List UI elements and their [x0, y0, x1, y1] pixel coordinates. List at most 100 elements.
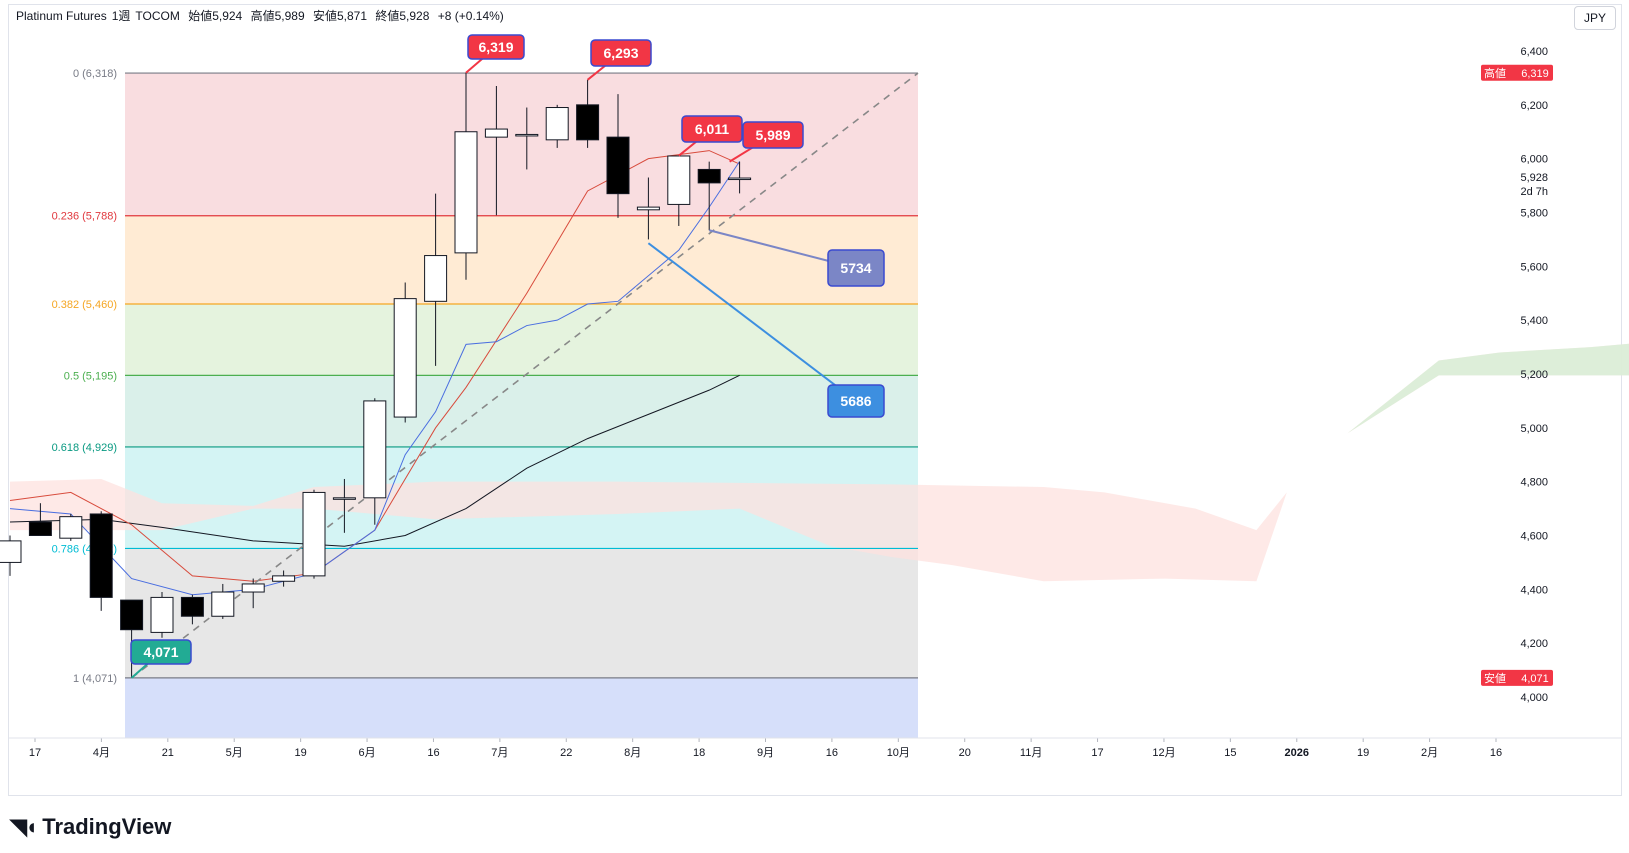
x-tick-label: 9月: [757, 747, 774, 759]
candle-down: [28, 521, 52, 537]
high-marker-value: 6,319: [1521, 68, 1549, 80]
candle-up: [484, 128, 508, 138]
x-tick-label: 17: [1091, 747, 1103, 759]
x-tick-label: 8月: [624, 747, 641, 759]
ichimoku-cloud-bear: [10, 343, 1629, 582]
candle-up: [272, 575, 296, 582]
chart-frame: [8, 4, 1622, 796]
open-value: 5,924: [212, 9, 243, 23]
candle-up: [59, 516, 83, 539]
y-tick-label: 5,400: [1520, 315, 1548, 327]
candle-down: [697, 168, 721, 184]
callout-5686-pointer: [647, 242, 857, 402]
low-value: 5,871: [336, 9, 368, 23]
x-tick-label: 20: [959, 747, 971, 759]
callout-6319-label: 6,319: [478, 39, 513, 55]
x-tick-label: 2026: [1285, 747, 1309, 759]
fib-label-4: 0.618 (4,929): [52, 442, 117, 454]
candle-up: [302, 491, 326, 577]
interval-label[interactable]: 1週: [111, 9, 131, 23]
candle-down: [180, 596, 204, 617]
fib-zone-2: [125, 304, 918, 376]
fib-label-2: 0.382 (5,460): [52, 299, 117, 311]
y-tick-label: 4,800: [1520, 477, 1548, 489]
fib-zone-extension: [125, 677, 918, 738]
open-label: 始値: [188, 9, 213, 23]
x-tick-label: 5月: [226, 747, 243, 759]
callout-4071-label: 4,071: [143, 644, 178, 660]
candle-down: [576, 104, 600, 141]
y-tick-label: 4,000: [1520, 692, 1548, 704]
low-marker-value: 4,071: [1521, 673, 1549, 685]
last-price-label: 5,928: [1520, 172, 1548, 184]
x-tick-label: 16: [427, 747, 439, 759]
callout-5734-label: 5734: [840, 260, 871, 276]
fib-zone-3: [125, 375, 918, 447]
ma-slow-line: [9, 374, 740, 547]
high-marker-badge: [1481, 64, 1553, 81]
high-value: 5,989: [274, 9, 305, 23]
y-tick-label: 5,200: [1520, 369, 1548, 381]
ma-mid-line: [9, 150, 740, 582]
x-tick-label: 16: [1490, 747, 1502, 759]
x-tick-label: 2月: [1421, 747, 1438, 759]
x-tick-label: 17: [29, 747, 41, 759]
close-value: 5,928: [399, 9, 430, 23]
low-marker-label: 安値: [1484, 671, 1506, 685]
symbol-name[interactable]: Platinum Futures: [16, 9, 107, 23]
fib-label-0: 0 (6,318): [73, 68, 117, 80]
currency-button[interactable]: JPY: [1574, 6, 1616, 30]
candle-up: [515, 133, 539, 137]
x-tick-label: 11月: [1020, 747, 1042, 759]
candle-up: [211, 591, 235, 617]
fib-label-1: 0.236 (5,788): [52, 211, 117, 223]
brand-name: TradingView: [42, 814, 172, 839]
callout-6293-label: 6,293: [603, 45, 638, 61]
tradingview-mark-icon: ◥◖: [10, 814, 38, 839]
fib-zone-1: [125, 215, 918, 305]
y-tick-label: 4,600: [1520, 531, 1548, 543]
low-marker-badge: [1481, 669, 1553, 686]
callout-5989-box: [742, 121, 804, 149]
callout-6319-box: [467, 34, 525, 60]
candle-up: [393, 298, 417, 418]
callout-6011-box: [681, 115, 743, 143]
candle-up: [545, 107, 569, 141]
exchange-label: TOCOM: [135, 9, 180, 23]
y-tick-label: 6,200: [1520, 100, 1548, 112]
x-tick-label: 19: [1357, 747, 1369, 759]
low-label: 安値: [312, 9, 337, 23]
tradingview-logo[interactable]: ◥◖ TradingView: [10, 814, 171, 840]
fib-zone-5: [125, 548, 918, 678]
x-tick-label: 7月: [491, 747, 508, 759]
fib-label-3: 0.5 (5,195): [64, 370, 117, 382]
candle-up: [454, 131, 478, 254]
candle-up: [363, 400, 387, 499]
callout-6293-box: [590, 39, 652, 67]
x-tick-label: 10月: [887, 747, 910, 759]
x-tick-label: 12月: [1152, 747, 1175, 759]
candle-down: [89, 513, 113, 598]
y-tick-label: 6,400: [1520, 46, 1548, 58]
x-tick-label: 16: [826, 747, 838, 759]
y-tick-label: 5,000: [1520, 423, 1548, 435]
change-value: +8 (+0.14%): [437, 9, 504, 23]
ichimoku-cloud-bull: [1256, 343, 1629, 531]
candle-down: [120, 599, 144, 631]
callout-6011-label: 6,011: [695, 121, 729, 137]
candle-down: [606, 136, 630, 195]
x-tick-label: 4月: [93, 747, 110, 759]
callout-4071-box: [130, 639, 192, 665]
high-marker-label: 高値: [1484, 66, 1506, 80]
trend-line: [131, 72, 919, 679]
candle-up: [332, 497, 356, 500]
candle-up: [150, 596, 174, 633]
y-tick-label: 4,400: [1520, 584, 1548, 596]
callout-5686-box: [827, 384, 885, 418]
candle-up: [667, 155, 691, 205]
x-tick-label: 18: [693, 747, 705, 759]
x-tick-label: 22: [560, 747, 572, 759]
high-label: 高値: [250, 9, 275, 23]
ma-fast-line: [9, 161, 741, 596]
